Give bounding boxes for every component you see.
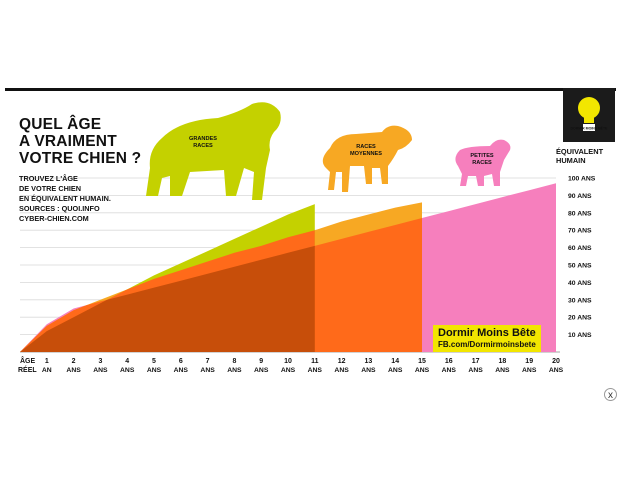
x-tick-label: 3 <box>98 358 102 365</box>
y-tick-label: 80 ANS <box>568 210 592 217</box>
x-tick-label: 5 <box>152 358 156 365</box>
x-tick-unit: ANS <box>93 367 108 374</box>
page-title: QUEL ÂGE A VRAIMENT VOTRE CHIEN ? <box>19 116 141 167</box>
large-dog-icon <box>146 102 281 200</box>
series-label: RACES <box>356 144 376 150</box>
x-tick-label: 20 <box>552 358 560 365</box>
subtitle-line: TROUVEZ L'ÂGE <box>19 174 78 183</box>
y-tick-label: 70 ANS <box>568 228 592 235</box>
axes: 10 ANS 20 ANS 30 ANS 40 ANS 50 ANS 60 ANS 70 A… <box>18 176 596 375</box>
overlap-large-small <box>20 204 315 352</box>
x-tick-label: 13 <box>365 358 373 365</box>
x-tick-unit: ANS <box>120 367 135 374</box>
x-tick-label: 11 <box>311 358 319 365</box>
x-tick-label: 2 <box>72 358 76 365</box>
areas <box>20 183 556 352</box>
x-tick-label: 7 <box>206 358 210 365</box>
series-label: PETITES <box>470 153 494 159</box>
x-tick-label: 18 <box>499 358 507 365</box>
x-tick-label: 15 <box>418 358 426 365</box>
x-tick-label: 1 <box>45 358 49 365</box>
series-label: MOYENNES <box>350 151 382 157</box>
y-tick-label: 50 ANS <box>568 263 592 270</box>
title-line: A VRAIMENT <box>19 133 117 150</box>
y-tick-label: 10 ANS <box>568 332 592 339</box>
x-tick-unit: ANS <box>147 367 162 374</box>
x-tick-unit: ANS <box>495 367 510 374</box>
y-axis-title: ÉQUIVALENT HUMAIN <box>556 147 603 165</box>
x-tick-label: 9 <box>259 358 263 365</box>
x-tick-unit: ANS <box>549 367 564 374</box>
x-tick-unit: ANS <box>361 367 376 374</box>
x-tick-label: 4 <box>125 358 129 365</box>
subtitle-line: SOURCES : QUOI.INFO <box>19 204 100 213</box>
y-axis-title-line: HUMAIN <box>556 156 586 165</box>
lightbulb-icon: DORMIR MOINS BÊTE <box>563 88 615 142</box>
x-tick-unit: ANS <box>66 367 81 374</box>
brand-url[interactable]: FB.com/Dormirmoinsbete <box>438 340 536 349</box>
y-tick-label: 60 ANS <box>568 245 592 252</box>
y-tick-label: 90 ANS <box>568 193 592 200</box>
x-tick-unit: ANS <box>200 367 215 374</box>
y-tick-label: 40 ANS <box>568 280 592 287</box>
x-tick-unit: ANS <box>308 367 323 374</box>
small-dog-icon <box>455 139 511 186</box>
x-tick-label: 17 <box>472 358 480 365</box>
brand-name: Dormir Moins Bête <box>438 327 536 339</box>
x-tick-unit: ANS <box>281 367 296 374</box>
x-tick-unit: ANS <box>227 367 242 374</box>
subtitle-line: DE VOTRE CHIEN <box>19 184 82 193</box>
x-tick-unit: ANS <box>415 367 430 374</box>
x-tick-unit: ANS <box>334 367 349 374</box>
series-label: RACES <box>193 143 213 149</box>
x-tick-label: 8 <box>232 358 236 365</box>
x-tick-unit: ANS <box>522 367 537 374</box>
series-label: RACES <box>472 160 492 166</box>
x-tick-unit: ANS <box>254 367 269 374</box>
x-tick-label: 14 <box>391 358 399 365</box>
close-button[interactable]: x <box>604 388 617 401</box>
top-divider <box>5 88 616 91</box>
logo-text: DORMIR MOINS BÊTE <box>571 126 609 131</box>
y-tick-label: 30 ANS <box>568 297 592 304</box>
x-tick-unit: ANS <box>468 367 483 374</box>
brand-badge: Dormir Moins Bête FB.com/Dormirmoinsbete <box>433 325 541 352</box>
x-axis-title: ÂGE <box>20 356 36 365</box>
series-label: GRANDES <box>189 136 217 142</box>
x-tick-label: 6 <box>179 358 183 365</box>
y-tick-label: 100 ANS <box>568 176 596 183</box>
x-tick-label: 16 <box>445 358 453 365</box>
y-axis-title-line: ÉQUIVALENT <box>556 147 604 156</box>
x-tick-unit: ANS <box>388 367 403 374</box>
subtitle-line: CYBER-CHIEN.COM <box>19 214 89 223</box>
title-line: VOTRE CHIEN ? <box>19 150 142 167</box>
subtitle: TROUVEZ L'ÂGE DE VOTRE CHIEN EN ÉQUIVALE… <box>19 174 111 224</box>
x-tick-label: 19 <box>525 358 533 365</box>
x-tick-label: 12 <box>338 358 346 365</box>
x-tick-unit: AN <box>42 367 52 374</box>
x-tick-unit: ANS <box>442 367 457 374</box>
title-line: QUEL ÂGE <box>19 116 102 133</box>
medium-dog-icon <box>322 125 412 192</box>
subtitle-line: EN ÉQUIVALENT HUMAIN. <box>19 194 111 203</box>
x-axis-title: RÉEL <box>18 365 37 374</box>
x-tick-label: 10 <box>284 358 292 365</box>
x-tick-unit: ANS <box>174 367 189 374</box>
dog-silhouettes <box>146 102 511 200</box>
y-tick-label: 20 ANS <box>568 315 592 322</box>
